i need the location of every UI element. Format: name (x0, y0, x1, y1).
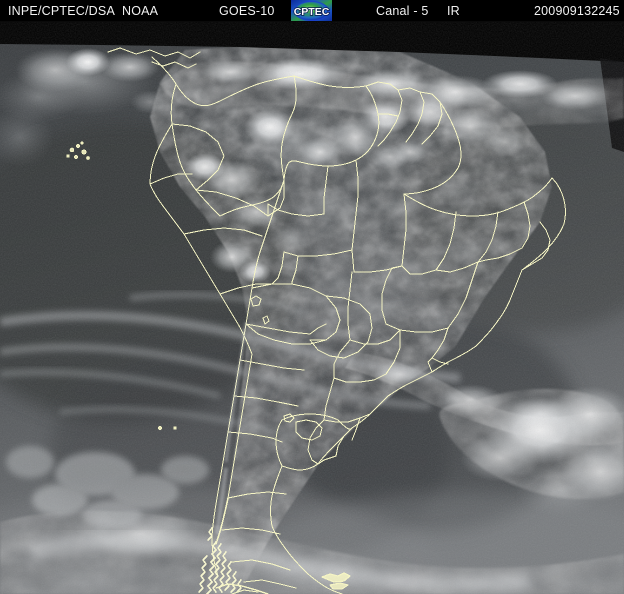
satellite-label: GOES-10 (219, 4, 275, 18)
agency-label: INPE/CPTEC/DSA (8, 4, 115, 18)
satellite-image-canvas (0, 22, 624, 594)
cptec-logo-text: CPTEC (294, 6, 330, 18)
cptec-logo: CPTEC (291, 0, 332, 22)
channel-label: Canal - 5 (376, 4, 429, 18)
network-label: NOAA (122, 4, 159, 18)
image-header-bar: INPE/CPTEC/DSA NOAA GOES-10 (0, 0, 624, 22)
band-label: IR (447, 4, 460, 18)
satellite-image-graphic (0, 22, 624, 594)
header-divider (0, 21, 624, 22)
timestamp-label: 200909132245 (534, 4, 620, 18)
